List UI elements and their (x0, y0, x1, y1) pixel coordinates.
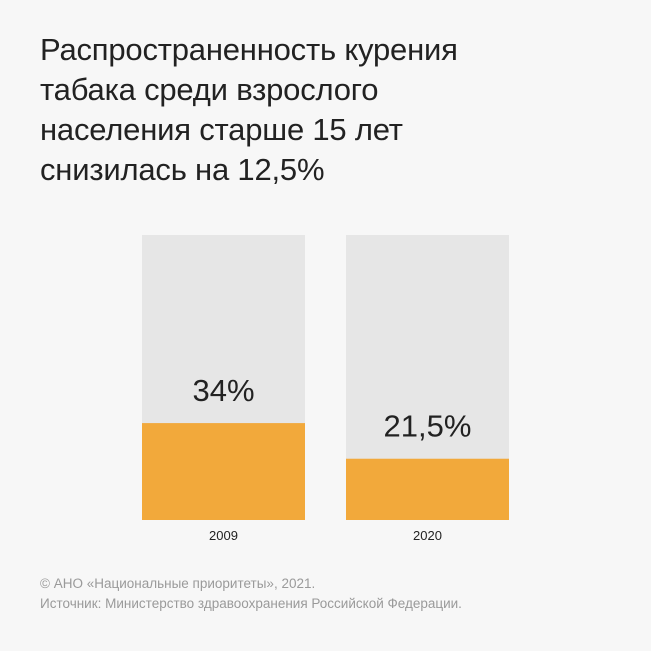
x-tick-label-2009: 2009 (209, 528, 238, 543)
bar-2009 (142, 423, 305, 520)
footer: © АНО «Национальные приоритеты», 2021. И… (40, 574, 640, 614)
data-label-2009: 34% (192, 373, 254, 408)
data-label-2020: 21,5% (384, 409, 472, 444)
x-tick-label-2020: 2020 (413, 528, 442, 543)
source-text: Источник: Министерство здравоохранения Р… (40, 596, 462, 611)
copyright-text: © АНО «Национальные приоритеты», 2021. (40, 576, 316, 591)
chart-title: Распространенность курения табака среди … (40, 32, 458, 187)
bar-2020 (346, 458, 509, 520)
